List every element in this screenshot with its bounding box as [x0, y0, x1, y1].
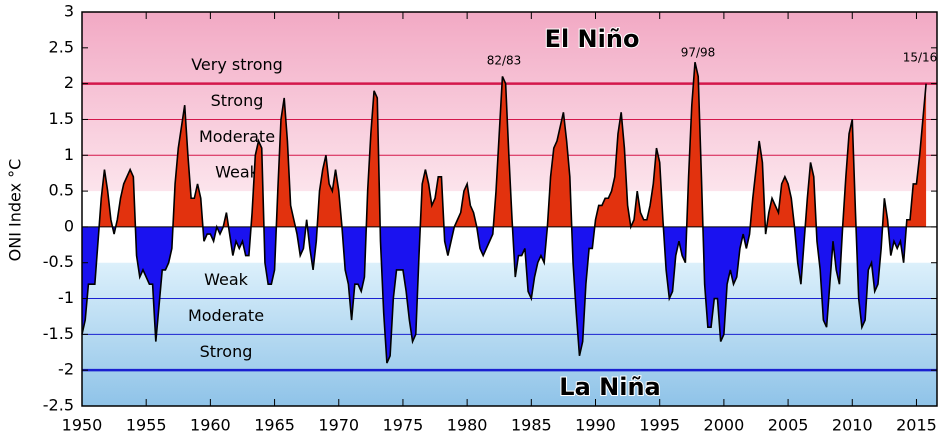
y-tick-label: 2.5 [49, 37, 74, 56]
y-tick-label: 1 [64, 145, 74, 164]
x-tick-label: 2005 [768, 416, 809, 435]
x-tick-label: 1985 [511, 416, 552, 435]
y-tick-label: -1.5 [43, 324, 74, 343]
y-tick-label: -2.5 [43, 396, 74, 415]
y-tick-label: -2 [58, 360, 74, 379]
x-tick-label: 1960 [190, 416, 231, 435]
x-tick-label: 2000 [704, 416, 745, 435]
event-label: 82/83 [487, 54, 522, 68]
y-axis-label: ONI Index °C [6, 159, 25, 262]
y-tick-label: 2 [64, 73, 74, 92]
positive-area [82, 62, 927, 227]
level-label: Very strong [191, 55, 283, 74]
level-label: Strong [200, 342, 253, 361]
event-label: 97/98 [681, 46, 716, 60]
level-label: Moderate [199, 127, 275, 146]
y-tick-label: 0.5 [49, 181, 74, 200]
x-tick-label: 1965 [254, 416, 295, 435]
x-tick-label: 1980 [447, 416, 488, 435]
x-tick-label: 2015 [896, 416, 937, 435]
x-tick-label: 1990 [575, 416, 616, 435]
event-label: 15/16 [903, 51, 938, 65]
la-nina-label: La Niña [559, 373, 660, 401]
level-label: Strong [211, 91, 264, 110]
x-tick-label: 1955 [126, 416, 167, 435]
x-tick-label: 1950 [62, 416, 103, 435]
level-label: Weak [204, 270, 249, 289]
x-tick-label: 2010 [832, 416, 873, 435]
plot-frame [81, 11, 938, 407]
x-tick-label: 1975 [383, 416, 424, 435]
level-label: Weak [215, 163, 260, 182]
x-tick-label: 1970 [318, 416, 359, 435]
y-tick-label: 3 [64, 2, 74, 21]
oni-line [81, 61, 927, 364]
y-tick-label: 0 [64, 216, 74, 235]
negative-area [82, 226, 907, 364]
y-tick-label: -1 [58, 288, 74, 307]
el-nino-label: El Niño [545, 25, 640, 53]
level-label: Moderate [188, 306, 264, 325]
x-tick-label: 1995 [639, 416, 680, 435]
y-tick-label: 1.5 [49, 109, 74, 128]
y-tick-label: -0.5 [43, 252, 74, 271]
